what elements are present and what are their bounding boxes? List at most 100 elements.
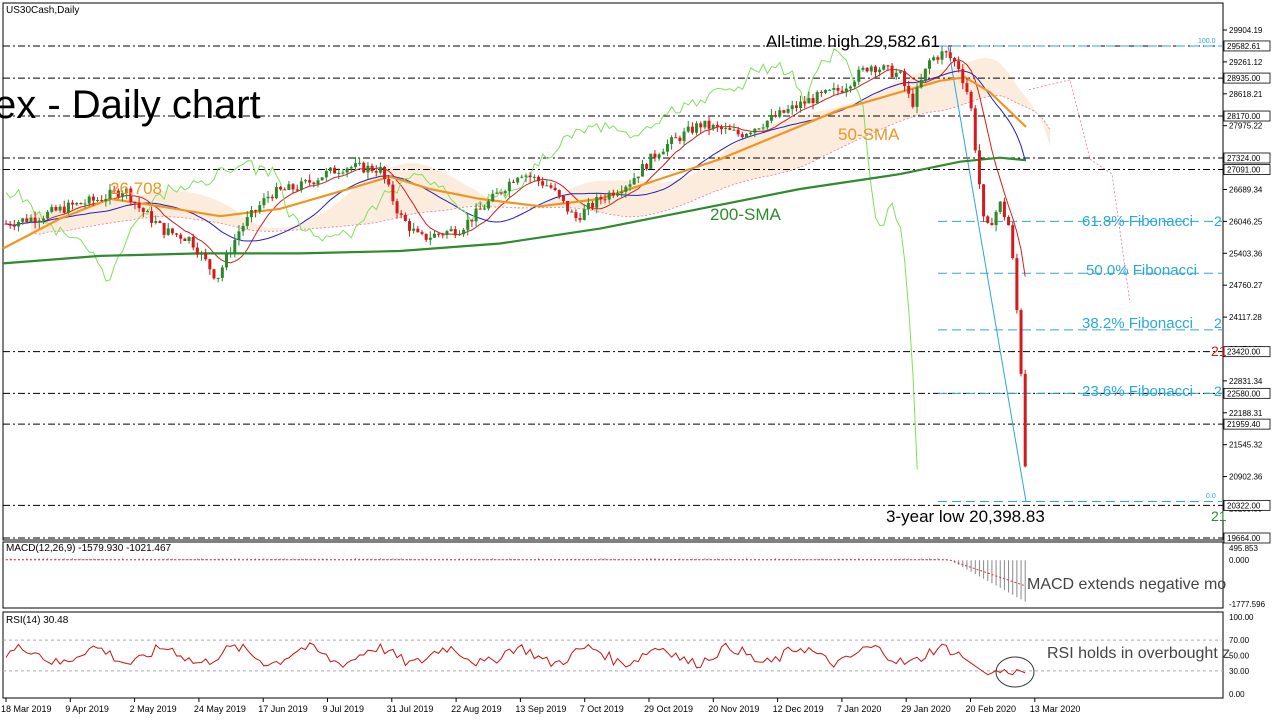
- y-tick-label: 24760.27: [1229, 281, 1263, 290]
- candle-body: [208, 259, 212, 270]
- candle-body: [882, 65, 886, 70]
- candle-body: [744, 133, 748, 138]
- candle-body: [890, 65, 894, 77]
- candle-body: [445, 231, 449, 235]
- price-level-box: [1223, 110, 1271, 122]
- candle-body: [865, 67, 869, 72]
- candle-body: [154, 221, 158, 223]
- candle-body: [948, 52, 952, 59]
- candle-body: [291, 184, 295, 190]
- candle-body: [853, 81, 857, 87]
- candle-body: [408, 221, 412, 231]
- sma200-annotation: 200-SMA: [710, 205, 782, 224]
- candle-body: [595, 197, 599, 208]
- candle-body: [961, 69, 965, 84]
- candle-body: [986, 216, 990, 223]
- candle-body: [233, 239, 237, 253]
- candle-body: [283, 189, 287, 191]
- candle-body: [328, 167, 332, 171]
- candle-body: [16, 221, 20, 227]
- candle-body: [320, 177, 324, 181]
- candle-body: [4, 223, 8, 225]
- candle-body: [216, 277, 220, 279]
- candle-body: [254, 210, 258, 212]
- candle-body: [836, 88, 840, 91]
- candle-body: [21, 218, 25, 222]
- fib-small-100: 100.0: [1198, 38, 1216, 45]
- candle-body: [844, 88, 848, 93]
- y-tick-label: 20902.36: [1229, 473, 1263, 482]
- candle-body: [120, 193, 124, 197]
- candle-body: [611, 192, 615, 196]
- candle-body: [848, 86, 852, 89]
- candle-body: [499, 192, 503, 194]
- macd-note: MACD extends negative mo: [1027, 576, 1226, 593]
- candle-body: [145, 211, 149, 213]
- candle-body: [54, 207, 58, 211]
- candle-body: [840, 90, 844, 93]
- candle-body: [391, 184, 395, 202]
- chikou-line: [5, 48, 918, 470]
- candle-body: [150, 211, 154, 223]
- sma200-line: [2, 156, 1027, 265]
- candle-body: [8, 223, 12, 226]
- candle-body: [707, 120, 711, 129]
- candle-body: [578, 218, 582, 220]
- fib236-label: 23.6% Fibonacci: [1082, 383, 1193, 400]
- candle-body: [1007, 217, 1011, 226]
- candle-body: [561, 195, 565, 202]
- candle-body: [553, 187, 557, 191]
- candle-body: [37, 220, 41, 223]
- candle-body: [125, 188, 129, 194]
- candle-body: [491, 193, 495, 202]
- candle-body: [541, 181, 545, 186]
- candle-body: [536, 176, 540, 182]
- candle-body: [682, 131, 686, 141]
- candle-body: [41, 218, 45, 221]
- candle-body: [740, 134, 744, 138]
- candle-body: [774, 115, 778, 117]
- candle-body: [757, 128, 761, 130]
- candle-body: [786, 109, 790, 113]
- candle-body: [204, 252, 208, 260]
- rsi-highlight-circle: [995, 656, 1035, 688]
- x-tick-label: 17 Jun 2019: [258, 704, 308, 714]
- senkou-projection-line: [1028, 79, 1131, 304]
- candle-body: [566, 201, 570, 212]
- price-level-label: 28935.00: [1227, 74, 1261, 83]
- candle-body: [674, 137, 678, 139]
- candle-body: [50, 207, 54, 212]
- candle-body: [470, 219, 474, 222]
- macd-tick-label: 0.000: [1229, 556, 1250, 565]
- candle-body: [524, 175, 528, 177]
- y-tick-label: 25403.36: [1229, 249, 1263, 258]
- candle-body: [487, 201, 491, 209]
- y-tick-label: 29904.19: [1229, 26, 1263, 35]
- candle-body: [711, 124, 715, 129]
- candle-body: [665, 143, 669, 152]
- candle-body: [728, 128, 732, 130]
- candle-body: [824, 89, 828, 93]
- candle-body: [175, 233, 179, 235]
- candle-body: [200, 252, 204, 255]
- candle-body: [358, 162, 362, 164]
- candle-body: [790, 105, 794, 110]
- low-annotation: 3-year low 20,398.83: [886, 507, 1045, 526]
- candle-body: [316, 180, 320, 185]
- candle-body: [857, 69, 861, 82]
- candle-body: [212, 269, 216, 279]
- candle-body: [807, 97, 811, 104]
- candle-body: [645, 164, 649, 169]
- candle-body: [532, 176, 536, 178]
- x-tick-label: 20 Nov 2019: [708, 704, 759, 714]
- price-level-label: 27324.00: [1227, 154, 1261, 163]
- candle-body: [12, 225, 16, 227]
- candle-body: [607, 192, 611, 200]
- candle-body: [928, 60, 932, 69]
- candle-body: [341, 172, 345, 174]
- candle-body: [108, 189, 112, 200]
- candle-body: [129, 188, 133, 203]
- edge-label-2c: 2: [1214, 213, 1222, 229]
